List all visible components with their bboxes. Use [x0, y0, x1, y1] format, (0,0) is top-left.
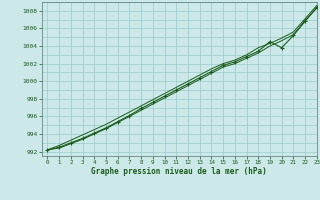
- X-axis label: Graphe pression niveau de la mer (hPa): Graphe pression niveau de la mer (hPa): [91, 167, 267, 176]
